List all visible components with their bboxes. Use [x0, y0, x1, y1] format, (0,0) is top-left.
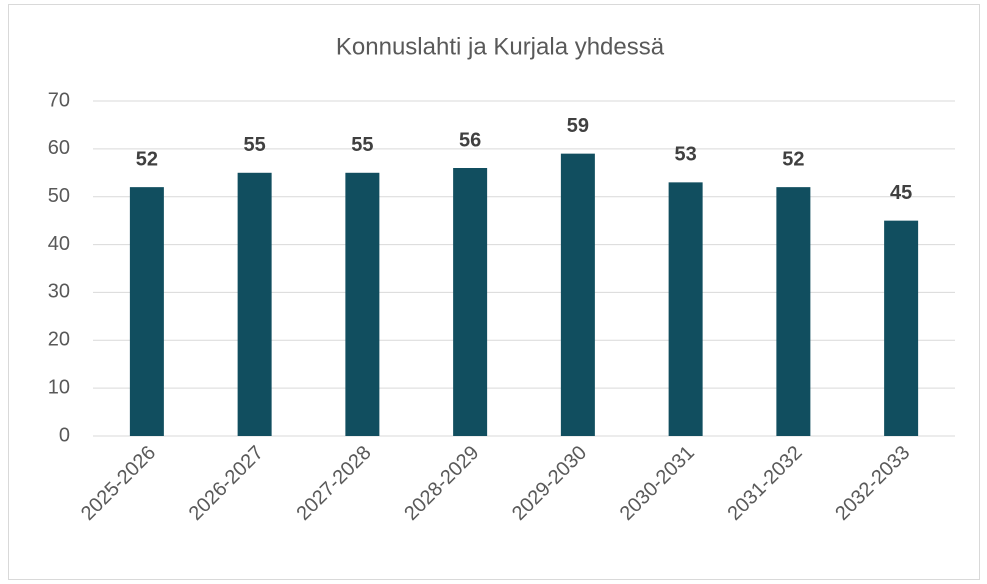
- data-label: 52: [136, 148, 158, 170]
- y-tick-label: 20: [48, 329, 70, 351]
- y-tick-label: 30: [48, 281, 70, 303]
- y-tick-label: 40: [48, 233, 70, 255]
- bar: [884, 220, 919, 436]
- bar: [237, 172, 272, 437]
- chart-title: Konnuslahti ja Kurjala yhdessä: [336, 33, 665, 60]
- y-tick-label: 0: [59, 424, 70, 446]
- y-tick-label: 50: [48, 185, 70, 207]
- data-label: 55: [244, 134, 266, 156]
- bar: [453, 168, 488, 436]
- bar: [776, 187, 811, 436]
- data-label: 55: [351, 134, 373, 156]
- data-label: 56: [459, 129, 481, 151]
- bar: [129, 187, 164, 436]
- y-tick-label: 10: [48, 376, 70, 398]
- data-label: 53: [675, 144, 697, 166]
- y-tick-label: 60: [48, 137, 70, 159]
- data-label: 52: [782, 148, 804, 170]
- data-label: 45: [890, 182, 912, 204]
- bar: [345, 172, 380, 437]
- bar: [560, 153, 595, 436]
- y-tick-label: 70: [48, 89, 70, 111]
- bar: [668, 182, 703, 436]
- data-label: 59: [567, 115, 589, 137]
